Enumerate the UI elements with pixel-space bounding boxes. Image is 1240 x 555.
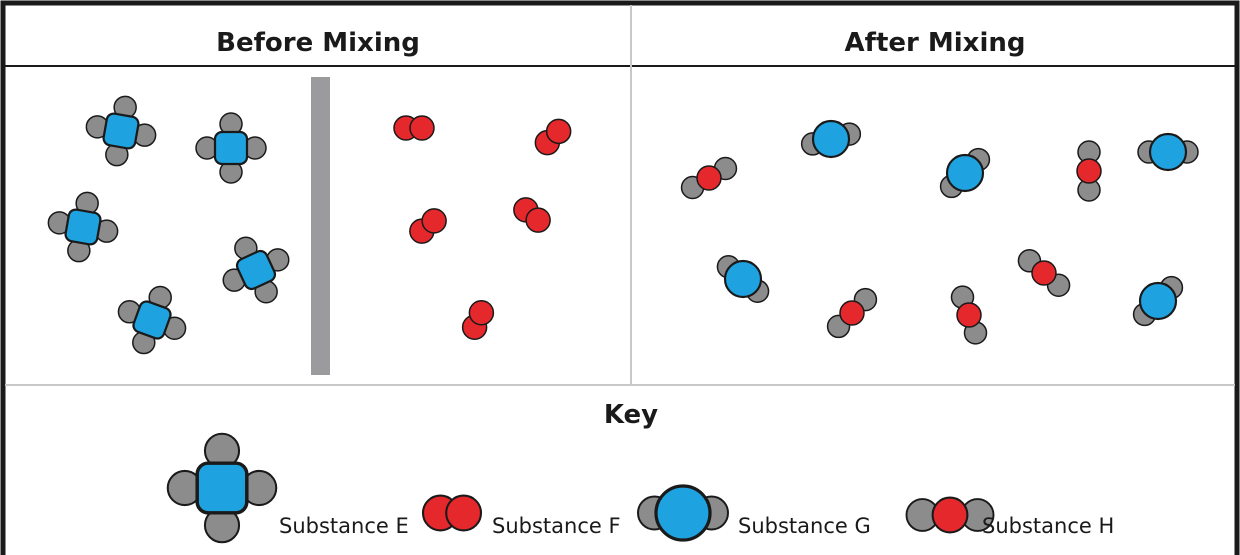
key-label-substance-e: Substance E bbox=[279, 514, 409, 538]
substance-e-molecule bbox=[85, 95, 157, 167]
substance-e-molecule bbox=[222, 236, 290, 304]
red-atom bbox=[409, 115, 435, 141]
blue-atom bbox=[1148, 132, 1188, 172]
substance-f-molecule bbox=[409, 208, 447, 244]
substance-h-molecule bbox=[950, 285, 988, 345]
after-mixture-group bbox=[680, 119, 1199, 345]
substance-e-molecule bbox=[117, 285, 187, 355]
substance-h-molecule bbox=[905, 496, 995, 534]
substance-h-molecule bbox=[680, 156, 738, 200]
red-atom bbox=[839, 300, 865, 326]
substance-g-molecule bbox=[800, 119, 862, 159]
red-atom bbox=[696, 165, 722, 191]
substance-h-molecule bbox=[826, 287, 878, 339]
substance-f-molecule bbox=[393, 115, 435, 141]
substance-g-molecule bbox=[1132, 275, 1184, 327]
substance-f-molecule bbox=[461, 299, 495, 341]
blue-atom bbox=[132, 300, 172, 340]
red-atom bbox=[545, 118, 572, 145]
barrier bbox=[311, 77, 330, 375]
key-label-substance-g: Substance G bbox=[738, 514, 871, 538]
key-substance-g-icon bbox=[637, 484, 729, 542]
substance-f-molecule bbox=[513, 197, 551, 233]
red-atom bbox=[525, 207, 551, 233]
key-substance-f-icon bbox=[421, 494, 483, 532]
blue-atom bbox=[811, 119, 851, 159]
substance-e-molecule bbox=[195, 112, 267, 184]
substance-e-molecule bbox=[47, 191, 119, 263]
after-mixing-title: After Mixing bbox=[845, 28, 1026, 58]
blue-atom bbox=[213, 130, 249, 166]
red-atom bbox=[931, 496, 969, 534]
blue-atom bbox=[235, 249, 277, 291]
red-atom bbox=[421, 208, 447, 234]
before-substance-f-group bbox=[393, 115, 572, 341]
red-atom bbox=[1031, 260, 1057, 286]
substance-g-molecule bbox=[716, 255, 770, 303]
substance-g-molecule bbox=[939, 147, 991, 199]
key-label-substance-f: Substance F bbox=[492, 514, 621, 538]
substance-g-molecule bbox=[637, 484, 729, 542]
substance-f-molecule bbox=[421, 494, 483, 532]
red-atom bbox=[468, 299, 495, 326]
blue-atom bbox=[102, 112, 140, 150]
red-atom bbox=[445, 494, 483, 532]
blue-atom bbox=[723, 259, 763, 299]
substance-h-molecule bbox=[1017, 249, 1071, 297]
blue-atom bbox=[195, 461, 249, 515]
key-title: Key bbox=[604, 400, 658, 430]
before-mixing-title: Before Mixing bbox=[216, 28, 420, 58]
substance-g-molecule bbox=[1137, 132, 1199, 172]
blue-atom bbox=[1138, 281, 1178, 321]
substance-h-molecule bbox=[1076, 140, 1102, 202]
substance-f-molecule bbox=[534, 118, 572, 156]
key-substance-h-icon bbox=[905, 496, 995, 534]
key-label-substance-h: Substance H bbox=[982, 514, 1114, 538]
before-substance-e-group bbox=[47, 95, 290, 355]
red-atom bbox=[1076, 158, 1102, 184]
blue-atom bbox=[945, 153, 985, 193]
blue-atom bbox=[654, 484, 712, 542]
red-atom bbox=[956, 302, 982, 328]
blue-atom bbox=[64, 208, 102, 246]
key-substance-e-icon bbox=[166, 432, 278, 544]
substance-e-molecule bbox=[166, 432, 278, 544]
